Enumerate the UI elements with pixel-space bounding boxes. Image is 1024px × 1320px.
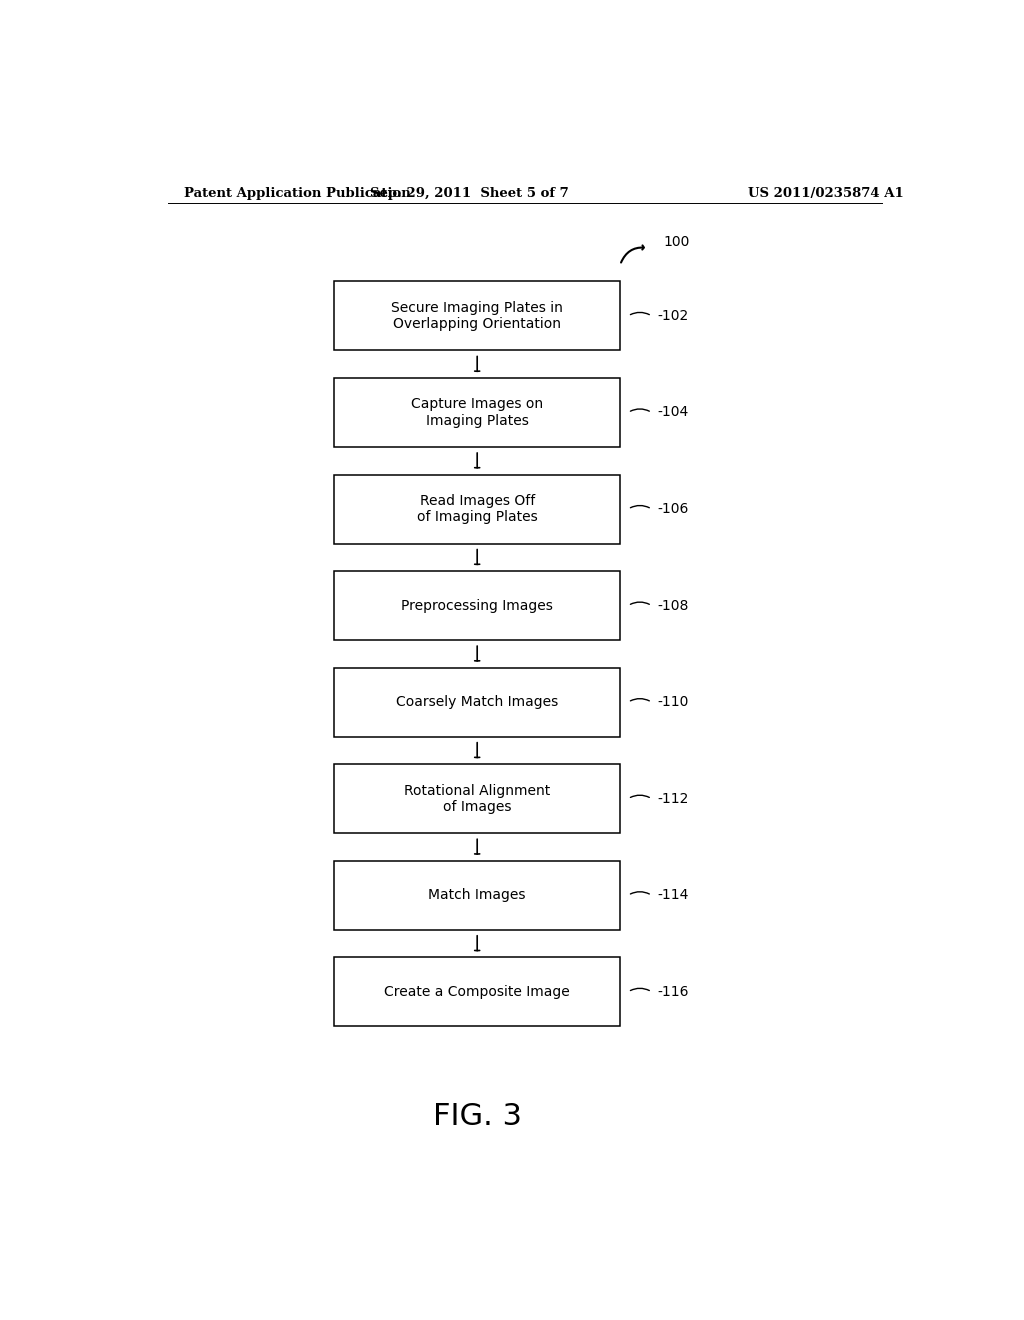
FancyBboxPatch shape	[334, 572, 620, 640]
Text: Create a Composite Image: Create a Composite Image	[384, 985, 570, 999]
Text: -104: -104	[657, 405, 688, 420]
Text: Preprocessing Images: Preprocessing Images	[401, 598, 553, 612]
FancyBboxPatch shape	[334, 764, 620, 833]
Text: Read Images Off
of Imaging Plates: Read Images Off of Imaging Plates	[417, 494, 538, 524]
Text: Capture Images on
Imaging Plates: Capture Images on Imaging Plates	[411, 397, 544, 428]
Text: -112: -112	[657, 792, 689, 805]
Text: Rotational Alignment
of Images: Rotational Alignment of Images	[404, 784, 550, 814]
Text: -116: -116	[657, 985, 689, 999]
FancyBboxPatch shape	[334, 957, 620, 1027]
Text: Coarsely Match Images: Coarsely Match Images	[396, 696, 558, 709]
FancyBboxPatch shape	[334, 861, 620, 929]
Text: -110: -110	[657, 696, 689, 709]
Text: -102: -102	[657, 309, 688, 323]
Text: Match Images: Match Images	[428, 888, 526, 903]
FancyBboxPatch shape	[334, 668, 620, 737]
Text: Sep. 29, 2011  Sheet 5 of 7: Sep. 29, 2011 Sheet 5 of 7	[370, 187, 568, 201]
FancyBboxPatch shape	[334, 474, 620, 544]
Text: -106: -106	[657, 502, 689, 516]
Text: -114: -114	[657, 888, 689, 903]
Text: Patent Application Publication: Patent Application Publication	[183, 187, 411, 201]
Text: US 2011/0235874 A1: US 2011/0235874 A1	[749, 187, 904, 201]
Text: FIG. 3: FIG. 3	[433, 1102, 521, 1131]
Text: 100: 100	[664, 235, 690, 248]
Text: -108: -108	[657, 598, 689, 612]
FancyBboxPatch shape	[334, 378, 620, 447]
FancyBboxPatch shape	[334, 281, 620, 351]
Text: Secure Imaging Plates in
Overlapping Orientation: Secure Imaging Plates in Overlapping Ori…	[391, 301, 563, 331]
